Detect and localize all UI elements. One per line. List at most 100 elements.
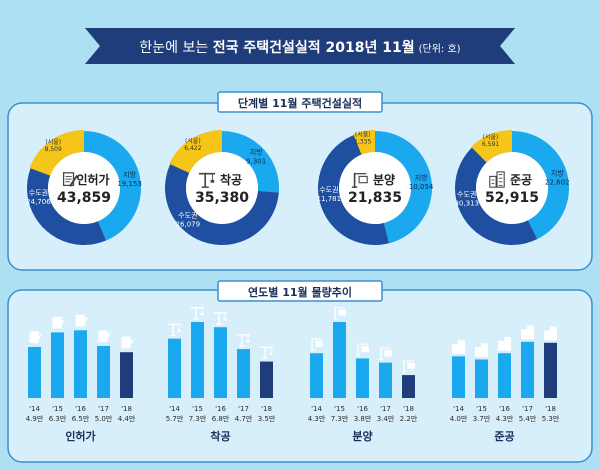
trend-panel-title: 연도별 11월 물량추이 xyxy=(248,285,352,299)
donut-hole xyxy=(186,152,258,224)
bar-value-label: 5.3만 xyxy=(542,414,560,423)
bar-year-label: '17 xyxy=(380,405,391,413)
donut-hole xyxy=(339,152,411,224)
donut-label-capital-value: 26,079 xyxy=(176,221,201,229)
stage-panel-title-box xyxy=(217,91,383,113)
sale-sign-icon xyxy=(309,338,323,351)
icon-building xyxy=(452,343,459,354)
crane-icon xyxy=(198,172,216,188)
bar-year-label: '17 xyxy=(98,405,109,413)
donut-label-capital-value: 24,706 xyxy=(26,198,51,206)
crane-icon xyxy=(190,307,205,320)
bar-value-label: 4.9만 xyxy=(26,414,44,423)
bar xyxy=(452,356,465,398)
donut-label-seoul-value: 1,335 xyxy=(354,138,371,145)
donut-label-capital-name: 수도권 xyxy=(457,191,476,199)
icon-building xyxy=(475,347,482,357)
bar xyxy=(402,375,415,398)
bar xyxy=(356,358,369,398)
donut-label-capital-value: 30,313 xyxy=(454,200,479,208)
bar-year-label: '16 xyxy=(215,405,226,413)
bar-value-label: 3.7만 xyxy=(473,414,491,423)
donut-label-capital-name: 수도권 xyxy=(178,212,197,220)
donut-label-capital-name: 수도권 xyxy=(319,186,338,194)
bar xyxy=(97,345,110,398)
icon-tower xyxy=(527,325,534,340)
bar-year-label: '17 xyxy=(522,405,533,413)
bar xyxy=(28,346,41,398)
donut-slice-seoul xyxy=(169,130,222,173)
icon-tower xyxy=(550,326,557,341)
icon-board xyxy=(384,350,392,357)
bar-year-label: '18 xyxy=(403,405,414,413)
donut-slice-capital xyxy=(318,131,390,245)
icon-tower xyxy=(504,337,511,351)
apartment-icon xyxy=(544,326,557,341)
banner-unit: (단위: 호) xyxy=(419,42,461,55)
bar-year-label: '15 xyxy=(334,405,345,413)
bar-group-label: 준공 xyxy=(494,430,514,443)
bar-year-label: '18 xyxy=(121,405,132,413)
banner-bold: 전국 주택건설실적 2018년 11월 xyxy=(213,39,415,56)
donut-center-label: 준공 xyxy=(510,173,532,187)
donut-label-provinces-name: 지방 xyxy=(551,168,564,177)
document-pen-icon xyxy=(98,330,111,343)
bar-year-label: '15 xyxy=(192,405,203,413)
bar-value-label: 6.3만 xyxy=(49,414,67,423)
trend-panel-title-box xyxy=(217,280,383,302)
donut-hole xyxy=(476,152,548,224)
donut-center-value: 21,835 xyxy=(348,190,402,206)
donut-slice-provinces xyxy=(512,131,570,240)
icon-pen xyxy=(34,333,42,344)
donut-label-seoul-name: (서울) xyxy=(185,137,201,145)
bar-year-label: '14 xyxy=(311,405,322,413)
donut-label-seoul-value: 6,422 xyxy=(184,145,201,152)
bar-year-label: '17 xyxy=(238,405,249,413)
bar xyxy=(191,322,204,398)
bar-value-label: 3.5만 xyxy=(258,414,276,423)
bar-value-label: 2.2만 xyxy=(400,414,418,423)
icon-board xyxy=(358,175,368,184)
bar-value-label: 6.8만 xyxy=(212,414,230,423)
bar-value-label: 5.4만 xyxy=(519,414,537,423)
sale-sign-icon xyxy=(351,172,368,188)
bar-year-label: '15 xyxy=(476,405,487,413)
icon-tower xyxy=(481,343,488,357)
donut-label-capital-value: 11,781 xyxy=(317,195,342,203)
icon-tower xyxy=(458,340,465,354)
document-pen-icon xyxy=(52,316,65,330)
icon-building xyxy=(544,330,551,341)
icon-pen xyxy=(126,338,134,349)
bar xyxy=(310,353,323,398)
donut-charts: 인허가43,859지방19,153수도권24,706(서울)8,509착공35,… xyxy=(26,130,570,246)
bar xyxy=(475,359,488,398)
document-pen-icon xyxy=(29,331,42,344)
stage-panel: 단계별 11월 주택건설실적 인허가43,859지방19,153수도권24,70… xyxy=(7,91,593,271)
icon-load xyxy=(200,313,204,316)
icon-building xyxy=(521,329,528,340)
sale-sign-icon xyxy=(378,347,392,361)
icon-board xyxy=(338,309,346,316)
donut-label-provinces-value: 22,602 xyxy=(545,178,570,186)
bar-value-label: 7.3만 xyxy=(189,414,207,423)
donut-center-label: 착공 xyxy=(220,172,242,187)
bar-value-label: 4.7만 xyxy=(235,414,253,423)
apartment-icon xyxy=(489,171,505,188)
bar-value-label: 7.3만 xyxy=(331,414,349,423)
crane-icon xyxy=(213,312,228,325)
donut-label-provinces-name: 지방 xyxy=(123,170,136,179)
icon-board xyxy=(407,362,415,369)
donut-slice-seoul xyxy=(353,130,375,155)
crane-icon xyxy=(167,323,182,337)
donut-label-seoul-value: 8,509 xyxy=(45,146,62,153)
donut-label-seoul-value: 6,591 xyxy=(482,141,499,148)
bar-year-label: '16 xyxy=(75,405,86,413)
donut-label-capital-name: 수도권 xyxy=(29,189,48,197)
